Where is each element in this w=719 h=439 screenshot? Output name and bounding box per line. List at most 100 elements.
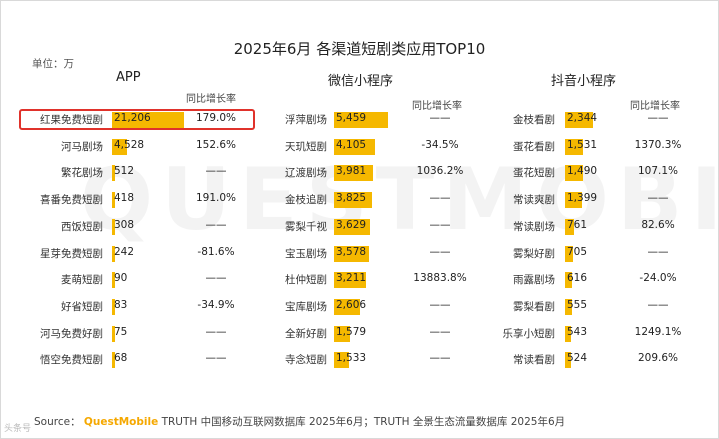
category-label: 悟空免费短剧 — [40, 354, 103, 367]
value-label: 3,211 — [336, 272, 367, 285]
highlight-box — [19, 109, 255, 130]
category-label: 金枝看剧 — [513, 114, 555, 126]
growth-label: —— — [647, 112, 669, 124]
bar — [565, 112, 593, 128]
bar — [565, 325, 572, 342]
growth-label: 1370.3% — [634, 138, 682, 151]
growth-label: —— — [647, 298, 669, 311]
bar — [334, 245, 370, 262]
bar — [112, 245, 115, 262]
chart-title: 2025年6月 各渠道短剧类应用TOP10 — [233, 40, 486, 58]
growth-label: 13883.8% — [413, 272, 467, 285]
panel-title: 抖音小程序 — [551, 74, 617, 89]
category-label: 全新好剧 — [285, 327, 327, 340]
value-label: 68 — [114, 352, 128, 365]
value-label: 1,533 — [336, 352, 367, 365]
growth-label: 191.0% — [195, 192, 237, 205]
bar — [112, 325, 115, 342]
bar — [565, 352, 572, 369]
category-label: 雾梨千视 — [285, 220, 327, 233]
panel-title: 微信小程序 — [328, 74, 394, 89]
growth-label: 82.6% — [641, 218, 675, 231]
category-label: 天玑短剧 — [285, 140, 327, 153]
panel-title: APP — [116, 70, 141, 85]
growth-label: —— — [429, 192, 451, 205]
category-label: 辽渡剧场 — [285, 167, 327, 180]
value-label: 2,344 — [567, 112, 598, 124]
category-label: 乐享小短剧 — [502, 327, 556, 340]
value-label: 1,490 — [567, 165, 598, 178]
bar — [334, 138, 375, 155]
bar — [334, 298, 360, 315]
bar — [565, 218, 575, 235]
growth-label: —— — [205, 272, 227, 285]
bar — [334, 325, 350, 342]
category-label: 常读看剧 — [513, 354, 555, 367]
bar — [334, 112, 388, 128]
category-label: 雾梨看剧 — [513, 300, 555, 313]
value-label: 83 — [114, 298, 128, 311]
category-label: 好省短剧 — [61, 300, 103, 313]
category-label: 寺念短剧 — [285, 354, 327, 367]
growth-label: 1249.1% — [634, 325, 682, 338]
bar — [112, 352, 115, 369]
growth-label: -34.9% — [197, 298, 235, 311]
category-label: 喜番免费短剧 — [40, 194, 103, 207]
growth-label: -24.0% — [639, 272, 677, 285]
bar — [112, 165, 115, 182]
category-label: 河马剧场 — [61, 140, 103, 153]
value-label: 705 — [567, 245, 588, 258]
bar — [112, 298, 115, 315]
category-label: 蛋花看剧 — [513, 140, 555, 153]
value-label: 75 — [114, 325, 128, 338]
growth-label: —— — [205, 218, 227, 231]
value-label: 3,981 — [336, 165, 367, 178]
category-label: 西饭短剧 — [61, 220, 103, 233]
growth-label: —— — [647, 192, 669, 205]
bar — [334, 272, 366, 289]
bar — [565, 298, 572, 315]
value-label: 4,105 — [336, 138, 367, 151]
growth-label: —— — [429, 218, 451, 231]
category-label: 常读爽剧 — [513, 194, 555, 207]
growth-label: 179.0% — [195, 112, 237, 124]
value-label: 555 — [567, 298, 588, 311]
growth-label: 107.1% — [637, 165, 679, 178]
value-label: 1,399 — [567, 192, 598, 205]
value-label: 21,206 — [114, 112, 151, 124]
questmobile-logo: QuestMobile — [83, 416, 159, 428]
bar — [565, 138, 584, 155]
growth-label: —— — [429, 245, 451, 258]
unit-label: 单位：万 — [32, 58, 74, 70]
category-label: 宝库剧场 — [285, 300, 327, 313]
value-label: 1,531 — [567, 138, 598, 151]
growth-label: —— — [429, 352, 451, 365]
value-label: 761 — [567, 218, 588, 231]
source-line: Source： QuestMobile TRUTH 中国移动互联网数据库 202… — [34, 414, 565, 429]
bar — [112, 112, 184, 128]
value-label: 3,825 — [336, 192, 367, 205]
category-label: 常读剧场 — [513, 220, 555, 233]
category-label: 繁花剧场 — [61, 167, 103, 180]
watermark: QUESTMOBILE — [80, 150, 719, 250]
value-label: 1,579 — [336, 325, 367, 338]
value-label: 90 — [114, 272, 128, 285]
category-label: 金枝追剧 — [285, 194, 327, 207]
growth-label: 152.6% — [195, 138, 237, 151]
growth-label: —— — [429, 325, 451, 338]
growth-label: 1036.2% — [416, 165, 464, 178]
category-label: 杜仲短剧 — [285, 274, 327, 287]
value-label: 5,459 — [336, 112, 367, 124]
category-label: 河马免费好剧 — [40, 327, 103, 340]
bar — [112, 138, 128, 155]
category-label: 雾梨好剧 — [513, 247, 555, 260]
category-label: 浮萍剧场 — [285, 114, 327, 126]
value-label: 4,528 — [114, 138, 145, 151]
category-label: 麦萌短剧 — [61, 274, 103, 287]
bar — [565, 165, 583, 182]
value-label: 418 — [114, 192, 135, 205]
value-label: 524 — [567, 352, 588, 365]
growth-label: 209.6% — [637, 352, 679, 365]
category-label: 宝玉剧场 — [285, 247, 327, 260]
growth-label: —— — [647, 245, 669, 258]
